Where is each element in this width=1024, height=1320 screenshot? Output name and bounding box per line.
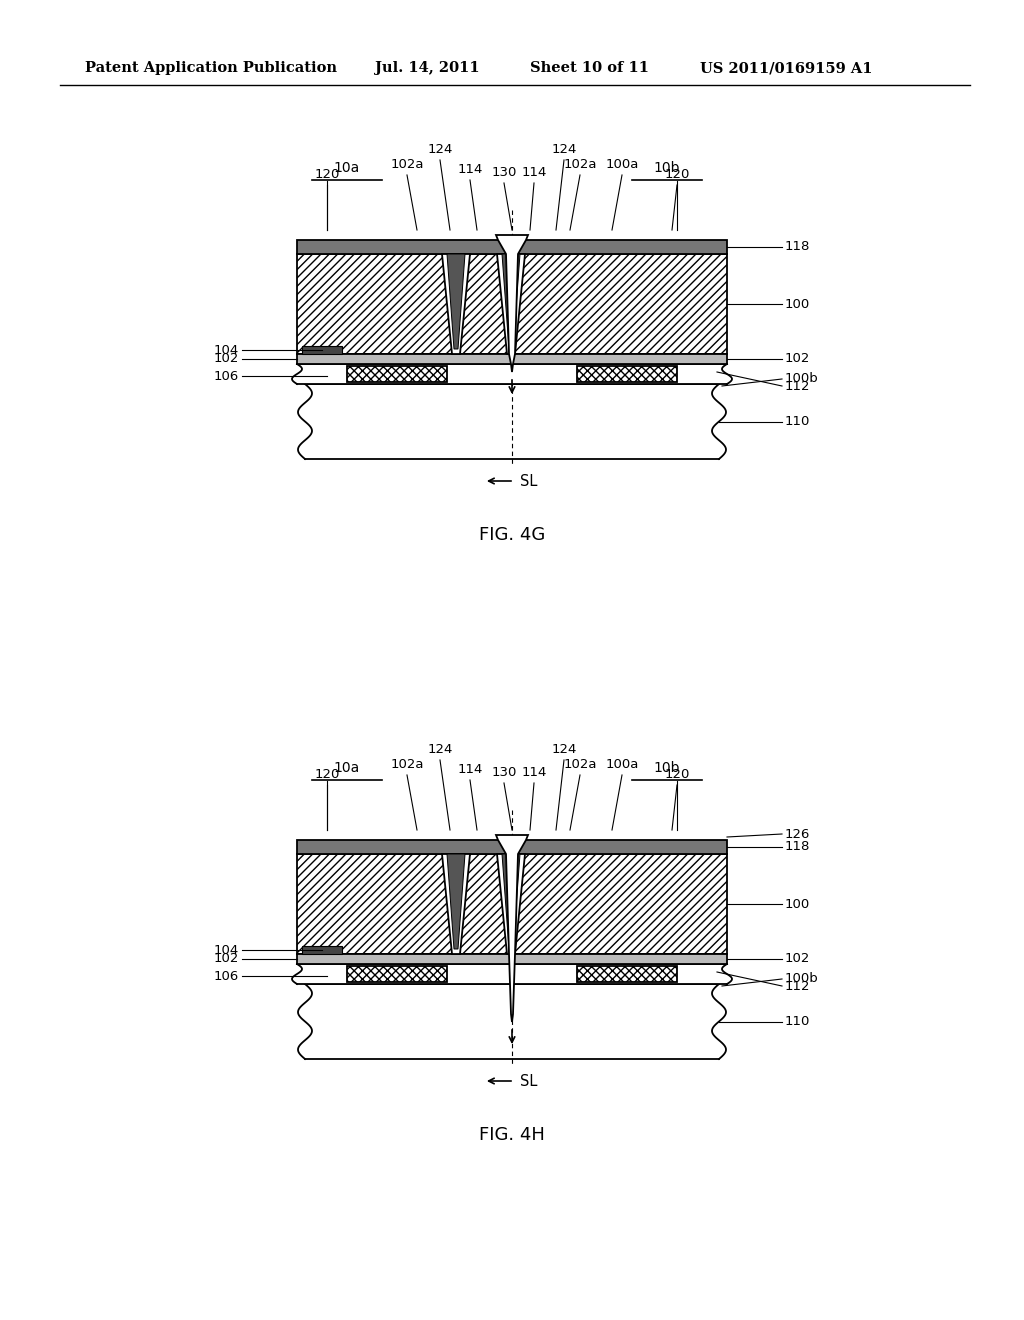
Text: 106: 106 bbox=[214, 969, 239, 982]
Bar bbox=[297, 253, 727, 354]
Bar bbox=[305, 983, 719, 1059]
Text: 112: 112 bbox=[785, 979, 811, 993]
Bar bbox=[577, 366, 677, 381]
Bar bbox=[297, 954, 727, 964]
Text: FIG. 4H: FIG. 4H bbox=[479, 1126, 545, 1144]
Text: US 2011/0169159 A1: US 2011/0169159 A1 bbox=[700, 61, 872, 75]
Text: 100: 100 bbox=[785, 297, 810, 310]
Text: 100: 100 bbox=[785, 898, 810, 911]
Text: FIG. 4G: FIG. 4G bbox=[479, 525, 545, 544]
Polygon shape bbox=[447, 253, 465, 348]
Text: 102: 102 bbox=[214, 352, 239, 366]
Text: 104: 104 bbox=[214, 944, 239, 957]
Text: 130: 130 bbox=[492, 166, 517, 180]
Text: 110: 110 bbox=[785, 414, 810, 428]
Text: 100b: 100b bbox=[785, 973, 819, 986]
Text: 10a: 10a bbox=[334, 762, 360, 775]
Text: 102: 102 bbox=[785, 352, 810, 366]
Bar bbox=[305, 384, 719, 459]
Bar bbox=[297, 840, 727, 854]
Text: 106: 106 bbox=[214, 370, 239, 383]
Text: 118: 118 bbox=[785, 240, 810, 253]
Text: Patent Application Publication: Patent Application Publication bbox=[85, 61, 337, 75]
Text: 10b: 10b bbox=[653, 762, 680, 775]
Text: 124: 124 bbox=[551, 143, 577, 156]
Polygon shape bbox=[496, 235, 528, 372]
Bar bbox=[347, 366, 447, 381]
Text: 120: 120 bbox=[665, 168, 690, 181]
Bar bbox=[297, 854, 727, 954]
Bar bbox=[297, 354, 727, 364]
Text: 120: 120 bbox=[314, 168, 340, 181]
Bar bbox=[297, 964, 727, 983]
Bar bbox=[297, 364, 727, 384]
Polygon shape bbox=[497, 854, 525, 954]
Polygon shape bbox=[442, 253, 470, 354]
Text: 102a: 102a bbox=[563, 158, 597, 172]
Text: 130: 130 bbox=[492, 766, 517, 779]
Text: 114: 114 bbox=[521, 166, 547, 180]
Text: 124: 124 bbox=[427, 143, 453, 156]
Text: 104: 104 bbox=[214, 343, 239, 356]
Text: 102: 102 bbox=[214, 953, 239, 965]
Text: 100a: 100a bbox=[605, 158, 639, 172]
Text: 102: 102 bbox=[785, 953, 810, 965]
Text: 10a: 10a bbox=[334, 161, 360, 176]
Text: 102a: 102a bbox=[390, 158, 424, 172]
Text: SL: SL bbox=[520, 1073, 538, 1089]
Text: 114: 114 bbox=[521, 766, 547, 779]
Bar bbox=[577, 966, 677, 982]
Text: 110: 110 bbox=[785, 1015, 810, 1028]
Text: 100b: 100b bbox=[785, 372, 819, 385]
Text: SL: SL bbox=[520, 474, 538, 488]
Text: 124: 124 bbox=[427, 743, 453, 756]
Bar bbox=[302, 346, 342, 354]
Text: 118: 118 bbox=[785, 841, 810, 854]
Text: Sheet 10 of 11: Sheet 10 of 11 bbox=[530, 61, 649, 75]
Text: 126: 126 bbox=[785, 828, 810, 841]
Text: Jul. 14, 2011: Jul. 14, 2011 bbox=[375, 61, 479, 75]
Bar bbox=[347, 966, 447, 982]
Text: 100a: 100a bbox=[605, 758, 639, 771]
Text: 102a: 102a bbox=[563, 758, 597, 771]
Text: 112: 112 bbox=[785, 380, 811, 392]
Text: 120: 120 bbox=[314, 768, 340, 781]
Polygon shape bbox=[497, 253, 525, 354]
Bar bbox=[297, 240, 727, 253]
Text: 114: 114 bbox=[458, 763, 482, 776]
Polygon shape bbox=[502, 253, 520, 348]
Text: 10b: 10b bbox=[653, 161, 680, 176]
Text: 114: 114 bbox=[458, 162, 482, 176]
Polygon shape bbox=[502, 854, 520, 949]
Text: 120: 120 bbox=[665, 768, 690, 781]
Text: 102a: 102a bbox=[390, 758, 424, 771]
Polygon shape bbox=[447, 854, 465, 949]
Text: 124: 124 bbox=[551, 743, 577, 756]
Bar bbox=[302, 946, 342, 954]
Polygon shape bbox=[442, 854, 470, 954]
Polygon shape bbox=[496, 836, 528, 1022]
